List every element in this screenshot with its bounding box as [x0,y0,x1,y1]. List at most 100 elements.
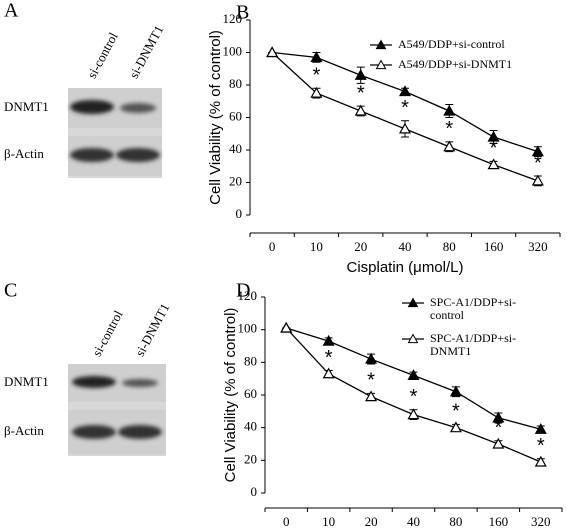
marker [310,86,323,98]
marker [354,104,367,116]
significance-mark: * [537,435,545,457]
significance-mark: * [490,138,498,160]
x-tick-label: 320 [531,514,551,529]
panel-letter: B [236,2,249,24]
band [70,100,114,114]
marker [487,130,500,142]
significance-mark: * [445,118,453,140]
marker [449,385,462,397]
row-label: β-Actin [4,423,44,438]
legend-box: SPC-A1/DDP+si-control [430,296,516,322]
x-tick-label: 0 [269,239,276,254]
y-tick-label: 0 [236,206,243,221]
marker [449,421,462,433]
legend-box: A549/DDP+si-control [398,38,505,51]
legend-marker [407,333,419,344]
y-tick-label: 40 [244,419,257,434]
significance-mark: * [313,65,321,87]
band [70,148,114,162]
marker [534,455,547,467]
x-tick-label: 40 [399,239,412,254]
lane-label: si-control [84,29,121,80]
marker [266,46,279,58]
marker [310,51,323,62]
x-tick-label: 80 [443,239,456,254]
y-tick-label: 120 [238,288,258,303]
significance-mark: * [452,401,460,423]
lane-label: si-DNMT1 [126,23,166,81]
y-tick-label: 60 [244,386,257,401]
y-axis-title: Cell Viability (% of control) [207,30,224,205]
marker [322,367,335,379]
y-tick-label: 40 [229,141,242,156]
row-label: DNMT1 [4,99,49,114]
y-tick-label: 100 [223,43,243,58]
y-tick-label: 80 [244,353,257,368]
panel-letter: A [4,0,19,22]
marker [487,158,500,170]
y-axis-title: Cell Viability (% of control) [222,308,239,483]
legend-marker [407,297,419,308]
legend-label: SPC-A1/DDP+si-DNMT1 [430,332,517,358]
row-label: DNMT1 [4,374,49,389]
marker [322,334,335,346]
legend-box: A549/DDP+si-DNMT1 [398,58,513,71]
y-tick-label: 120 [223,11,243,26]
x-axis-title: Cisplatin (μmol/L) [346,259,463,276]
x-tick-label: 0 [283,514,290,529]
y-tick-label: 20 [229,173,242,188]
y-tick-label: 100 [238,321,258,336]
marker [531,174,544,186]
significance-mark: * [357,82,365,104]
significance-mark: * [325,347,333,369]
y-tick-label: 0 [251,484,258,499]
legend-label: A549/DDP+si-DNMT1 [398,58,513,71]
legend-box: SPC-A1/DDP+si-DNMT1 [430,332,517,358]
x-tick-label: 320 [528,239,548,254]
y-tick-label: 60 [229,108,242,123]
lane-label: si-control [89,307,126,358]
marker [398,122,412,134]
significance-mark: * [367,370,375,392]
y-tick-label: 20 [244,451,257,466]
x-tick-label: 80 [449,514,462,529]
row-label: β-Actin [4,146,44,161]
marker [398,85,412,97]
x-tick-label: 10 [310,239,323,254]
legend-marker [375,39,387,50]
panel-letter: D [236,280,250,302]
x-tick-label: 160 [489,514,509,529]
marker [407,369,420,380]
marker [531,145,544,157]
marker [365,390,378,402]
x-tick-label: 20 [354,239,367,254]
marker [280,321,293,333]
lane-label: si-DNMT1 [132,301,172,359]
marker [492,437,505,449]
marker [492,411,505,423]
x-tick-label: 40 [407,514,420,529]
marker [365,352,378,364]
legend-marker [375,59,387,70]
x-tick-label: 10 [322,514,335,529]
marker [407,408,420,420]
significance-mark: * [494,417,502,439]
band [116,148,160,162]
panel-letter: C [4,280,17,302]
band [120,103,156,113]
significance-mark: * [534,152,542,174]
marker [354,69,367,80]
x-tick-label: 160 [484,239,504,254]
band [118,425,162,439]
marker [443,140,456,152]
significance-mark: * [410,386,418,408]
x-tick-label: 20 [365,514,378,529]
significance-mark: * [401,97,409,119]
band [72,376,116,388]
band [122,379,158,387]
marker [443,104,456,116]
band [72,425,116,439]
y-tick-label: 80 [229,76,242,91]
marker [534,423,547,434]
